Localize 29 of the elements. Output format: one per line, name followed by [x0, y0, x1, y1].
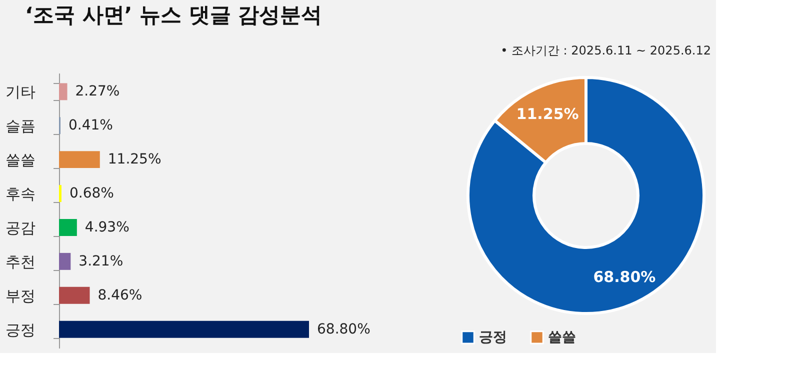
- data-label: 68.80%: [593, 268, 656, 286]
- y-tick-label: 부정: [6, 286, 36, 305]
- data-label: 3.21%: [78, 253, 124, 270]
- bar: [59, 218, 77, 236]
- y-tick-label: 공감: [6, 218, 36, 237]
- bar: [59, 83, 68, 100]
- bar: [59, 151, 100, 168]
- legend-label: 쓸쓸: [548, 329, 576, 346]
- bar: [59, 286, 90, 304]
- legend-label: 긍정: [479, 329, 507, 346]
- bar: [59, 320, 309, 338]
- data-label: 68.80%: [317, 321, 370, 338]
- data-label: 4.93%: [84, 219, 130, 236]
- text: • 조사기간 : 2025.6.11 ~ 2025.6.12: [500, 44, 711, 58]
- data-label: 2.27%: [75, 84, 120, 100]
- y-tick-label: 추천: [6, 252, 36, 271]
- data-label: 0.41%: [68, 118, 113, 134]
- data-label: 8.46%: [98, 287, 142, 304]
- data-label: 0.68%: [69, 186, 114, 202]
- data-label: 11.25%: [516, 105, 579, 124]
- chart-title: ‘조국 사면’ 뉴스 댓글 감성분석: [25, 3, 322, 27]
- donut-slice: [466, 76, 706, 315]
- y-tick-label: 후속: [6, 185, 36, 204]
- y-tick-label: 긍정: [6, 320, 36, 339]
- y-tick-label: 기타: [6, 83, 36, 102]
- data-label: 11.25%: [108, 152, 162, 168]
- bar: [59, 252, 71, 270]
- y-tick-label: 슬픔: [6, 117, 36, 136]
- y-tick-label: 쓸쓸: [6, 151, 36, 170]
